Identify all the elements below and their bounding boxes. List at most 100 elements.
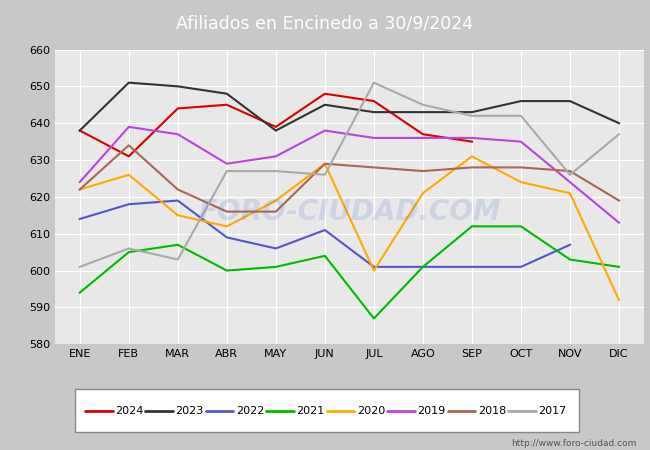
2020: [76, 187, 84, 192]
Text: 2017: 2017: [538, 405, 566, 416]
2023: [223, 91, 231, 96]
2019: [125, 124, 133, 130]
2021: [419, 264, 427, 270]
2024: [272, 124, 280, 130]
2019: [76, 180, 84, 185]
Line: 2024: 2024: [80, 94, 472, 156]
2019: [370, 135, 378, 140]
2023: [566, 99, 574, 104]
Text: 2019: 2019: [417, 405, 445, 416]
2020: [223, 224, 231, 229]
2022: [566, 242, 574, 248]
2022: [76, 216, 84, 222]
2018: [419, 168, 427, 174]
2019: [223, 161, 231, 166]
2021: [566, 257, 574, 262]
2018: [76, 187, 84, 192]
2024: [223, 102, 231, 108]
2023: [272, 128, 280, 133]
2020: [615, 297, 623, 303]
2019: [468, 135, 476, 140]
2021: [174, 242, 182, 248]
2022: [468, 264, 476, 270]
2020: [419, 190, 427, 196]
2019: [321, 128, 329, 133]
2020: [517, 180, 525, 185]
2022: [517, 264, 525, 270]
Text: 2024: 2024: [115, 405, 144, 416]
2024: [174, 106, 182, 111]
2023: [419, 109, 427, 115]
2019: [272, 153, 280, 159]
2020: [468, 153, 476, 159]
2017: [174, 257, 182, 262]
2017: [419, 102, 427, 108]
2024: [125, 153, 133, 159]
2022: [272, 246, 280, 251]
2018: [615, 198, 623, 203]
2019: [566, 180, 574, 185]
2021: [272, 264, 280, 270]
2019: [174, 131, 182, 137]
2021: [517, 224, 525, 229]
2024: [76, 128, 84, 133]
Text: FORO-CIUDAD.COM: FORO-CIUDAD.COM: [198, 198, 500, 225]
2018: [517, 165, 525, 170]
2018: [468, 165, 476, 170]
2022: [370, 264, 378, 270]
2020: [566, 190, 574, 196]
2024: [419, 131, 427, 137]
2021: [223, 268, 231, 273]
2023: [76, 128, 84, 133]
2021: [370, 316, 378, 321]
2021: [468, 224, 476, 229]
2023: [615, 121, 623, 126]
2021: [125, 249, 133, 255]
2022: [174, 198, 182, 203]
Line: 2021: 2021: [80, 226, 619, 319]
2017: [566, 172, 574, 177]
Text: 2023: 2023: [176, 405, 203, 416]
Text: Afiliados en Encinedo a 30/9/2024: Afiliados en Encinedo a 30/9/2024: [176, 14, 474, 33]
2019: [615, 220, 623, 225]
2024: [468, 139, 476, 144]
2017: [223, 168, 231, 174]
2020: [174, 212, 182, 218]
2024: [370, 99, 378, 104]
2018: [125, 143, 133, 148]
2022: [125, 202, 133, 207]
2017: [125, 246, 133, 251]
2017: [468, 113, 476, 118]
Line: 2018: 2018: [80, 145, 619, 211]
2021: [321, 253, 329, 258]
2023: [517, 99, 525, 104]
Line: 2020: 2020: [80, 156, 619, 300]
2021: [615, 264, 623, 270]
2022: [223, 235, 231, 240]
Line: 2017: 2017: [80, 83, 619, 267]
Line: 2019: 2019: [80, 127, 619, 223]
2017: [76, 264, 84, 270]
2018: [223, 209, 231, 214]
2022: [419, 264, 427, 270]
Line: 2022: 2022: [80, 201, 570, 267]
2017: [370, 80, 378, 86]
2020: [125, 172, 133, 177]
2022: [321, 227, 329, 233]
2018: [174, 187, 182, 192]
2019: [419, 135, 427, 140]
2017: [321, 172, 329, 177]
2018: [566, 168, 574, 174]
2017: [272, 168, 280, 174]
2018: [370, 165, 378, 170]
2023: [174, 84, 182, 89]
2020: [321, 161, 329, 166]
2019: [517, 139, 525, 144]
2021: [76, 290, 84, 295]
2020: [272, 198, 280, 203]
Line: 2023: 2023: [80, 83, 619, 130]
2017: [615, 131, 623, 137]
2023: [321, 102, 329, 108]
2020: [370, 268, 378, 273]
Text: 2021: 2021: [296, 405, 324, 416]
